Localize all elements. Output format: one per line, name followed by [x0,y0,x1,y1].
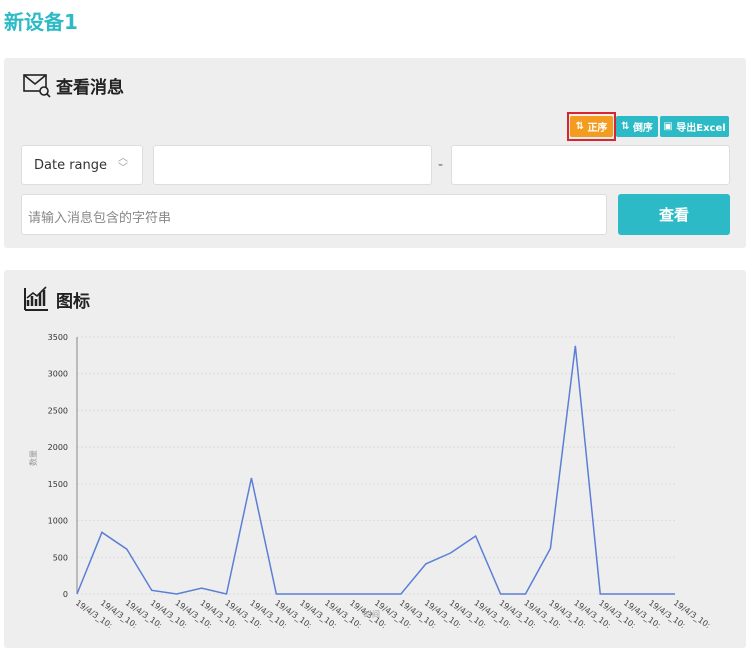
button-label: 查看 [658,206,689,224]
end-date-input[interactable] [451,145,730,185]
panel-title: 图标 [56,292,90,312]
select-label: Date range [34,158,108,173]
panel-title: 查看消息 [56,78,124,98]
chart-icon [24,286,48,311]
sort-asc-button[interactable]: ⇅ 正序 [570,116,613,137]
y-tick-label: 0 [63,590,68,599]
button-label: 倒序 [632,123,653,134]
button-label: 正序 [587,123,608,134]
y-tick-label: 1500 [48,480,68,489]
submit-button[interactable]: 查看 [618,194,730,235]
button-label: 导出Excel [676,123,726,134]
messages-panel: 查看消息 ⇅ 正序 ⇅ 倒序 ▣ 导出Excel Date range ︿ ﹀ - … [4,58,746,248]
mail-icon [23,74,51,98]
start-date-input[interactable] [153,145,432,185]
y-tick-label: 3000 [48,370,68,379]
search-input[interactable]: 请输入消息包含的字符串 [21,194,607,235]
sort-desc-button[interactable]: ⇅ 倒序 [616,116,658,137]
highlight-box [567,112,616,141]
page-title: 新设备1 [4,10,78,34]
y-axis-label: 数量 [28,450,38,466]
chart-panel: 图标 [4,270,746,648]
y-tick-label: 500 [53,553,68,562]
data-line [76,345,675,595]
y-tick-label: 3500 [48,333,68,342]
date-separator: - [438,157,444,173]
placeholder: 请输入消息包含的字符串 [28,211,172,226]
y-tick-label: 1000 [48,517,68,526]
y-tick-label: 2000 [48,443,68,452]
date-select[interactable]: Date range ︿ ﹀ [21,145,143,185]
y-tick-label: 2500 [48,406,68,415]
x-axis-label: 时间 [364,609,380,619]
export-button[interactable]: ▣ 导出Excel [660,116,729,137]
